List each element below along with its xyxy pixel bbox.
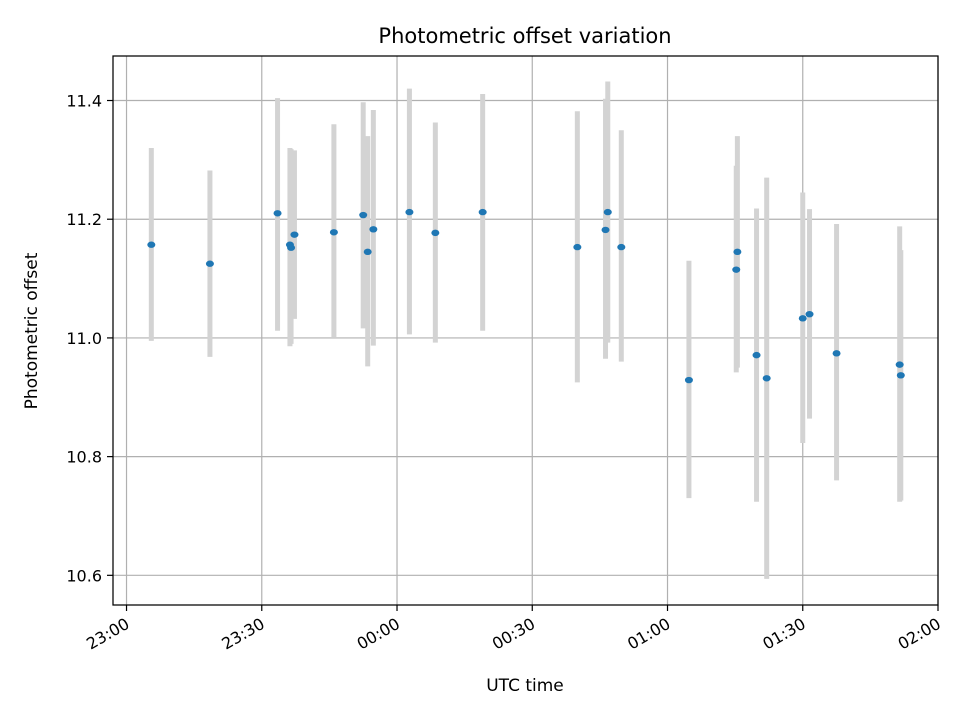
data-point [273, 210, 282, 217]
y-tick-label: 11.0 [66, 329, 102, 348]
data-point [363, 248, 372, 256]
data-point [617, 243, 626, 251]
data-point [896, 372, 905, 379]
data-point [329, 229, 338, 236]
data-point [732, 266, 741, 273]
data-point [895, 361, 904, 368]
data-point [798, 315, 807, 322]
data-point [369, 226, 378, 233]
data-point [762, 375, 771, 382]
data-point [733, 248, 742, 256]
data-point [287, 244, 296, 251]
data-point [573, 243, 582, 251]
data-point [603, 208, 612, 216]
plot-frame [112, 55, 939, 606]
data-point [601, 226, 610, 234]
data-point [805, 310, 814, 318]
data-point [832, 350, 841, 357]
data-point [752, 351, 761, 359]
data-points [147, 208, 905, 384]
data-point [205, 260, 214, 267]
data-point [147, 241, 156, 248]
data-point [684, 376, 693, 384]
x-axis-label: UTC time [486, 676, 564, 696]
data-point [431, 229, 440, 237]
y-tick-label: 10.8 [66, 448, 102, 467]
y-tick-label: 10.6 [66, 566, 102, 585]
y-tick-label: 11.4 [66, 92, 102, 111]
data-point [290, 231, 299, 238]
y-axis-label: Photometric offset [22, 252, 42, 409]
data-point [405, 208, 414, 216]
y-tick-label: 11.2 [66, 210, 102, 229]
data-point [478, 208, 487, 216]
data-point [359, 211, 368, 219]
chart-title: Photometric offset variation [378, 24, 671, 48]
